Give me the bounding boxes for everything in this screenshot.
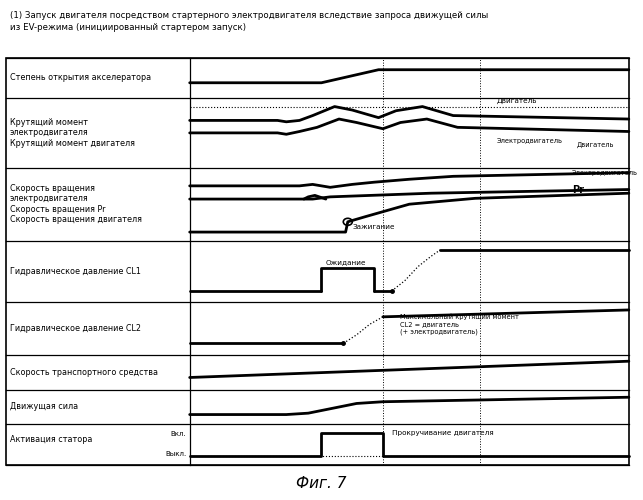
Text: Электродвигатель: Электродвигатель <box>497 138 563 144</box>
Text: Зажигание: Зажигание <box>353 224 395 230</box>
Text: Выкл.: Выкл. <box>165 450 186 456</box>
Text: из EV-режима (инициированный стартером запуск): из EV-режима (инициированный стартером з… <box>10 22 246 32</box>
Text: Крутящий момент
электродвигателя
Крутящий момент двигателя: Крутящий момент электродвигателя Крутящи… <box>10 118 134 148</box>
Text: Прокручивание двигателя: Прокручивание двигателя <box>392 430 493 436</box>
Text: Скорость вращения
электродвигателя
Скорость вращения Pr
Скорость вращения двигат: Скорость вращения электродвигателя Скоро… <box>10 184 141 224</box>
Text: Двигатель: Двигатель <box>576 142 613 148</box>
Text: Двигатель: Двигатель <box>497 98 538 104</box>
Bar <box>6 58 629 465</box>
Text: Pr: Pr <box>572 184 584 194</box>
Text: Активация статора: Активация статора <box>10 435 92 444</box>
Text: Скорость транспортного средства: Скорость транспортного средства <box>10 368 158 377</box>
Text: Электродвигатель: Электродвигатель <box>572 170 638 175</box>
Text: Вкл.: Вкл. <box>171 430 186 436</box>
Text: (1) Запуск двигателя посредством стартерного электродвигателя вследствие запроса: (1) Запуск двигателя посредством стартер… <box>10 11 488 20</box>
Text: Ожидание: Ожидание <box>326 260 367 266</box>
Text: Гидравлическое давление CL1: Гидравлическое давление CL1 <box>10 267 141 276</box>
Text: Степень открытия акселератора: Степень открытия акселератора <box>10 74 150 82</box>
Text: Гидравлическое давление CL2: Гидравлическое давление CL2 <box>10 324 141 333</box>
Text: Движущая сила: Движущая сила <box>10 402 78 411</box>
Text: Фиг. 7: Фиг. 7 <box>296 476 347 491</box>
Text: Максимальный крутящий момент
CL2 = двигатель
(+ электродвигатель): Максимальный крутящий момент CL2 = двига… <box>401 314 520 334</box>
